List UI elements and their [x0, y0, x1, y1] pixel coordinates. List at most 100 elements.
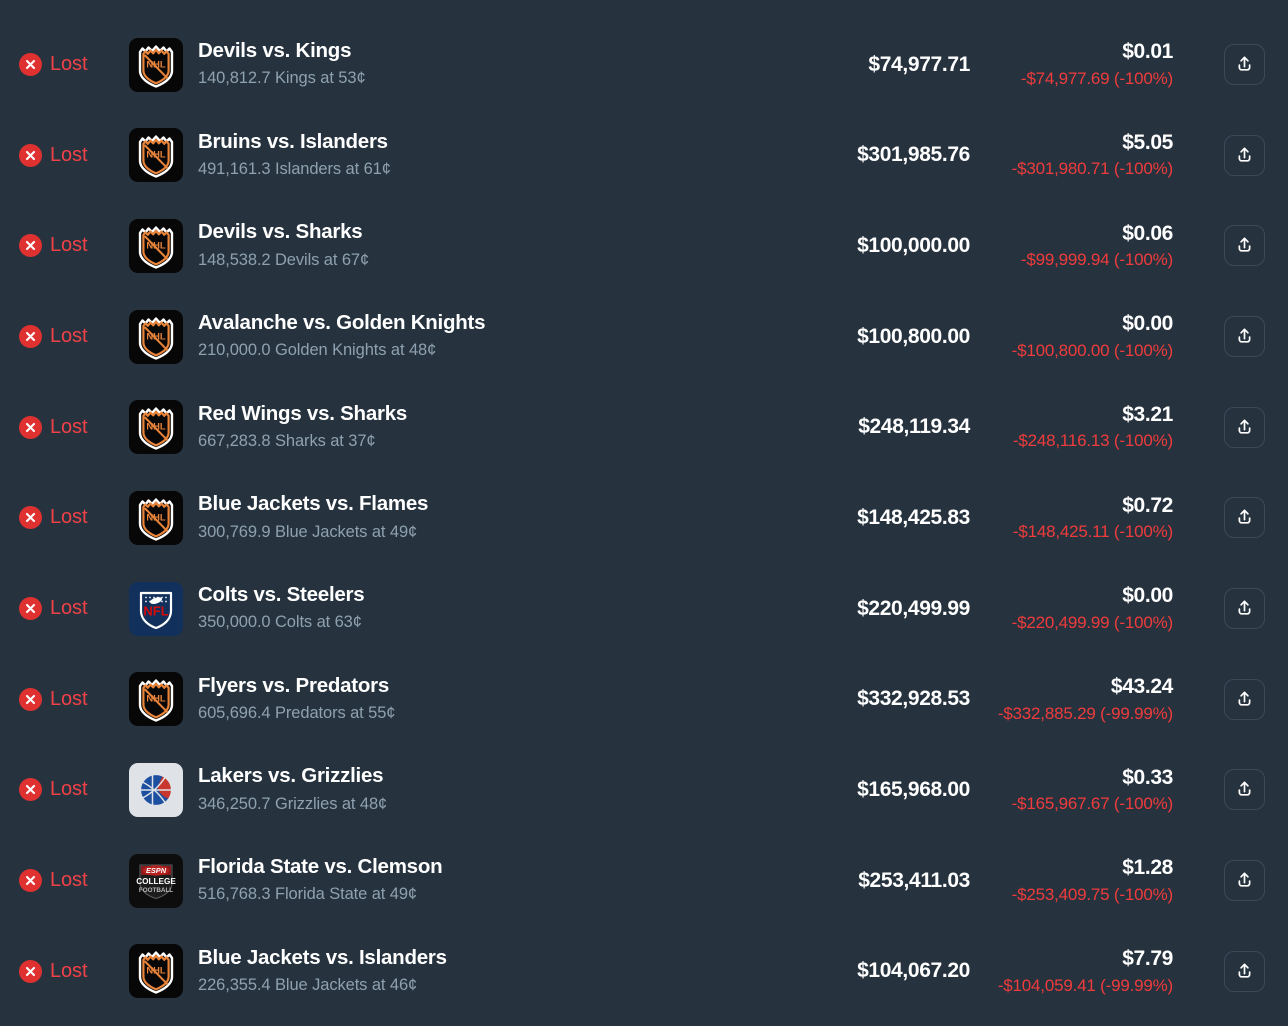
share-button[interactable] — [1223, 860, 1265, 902]
share-button[interactable] — [1223, 678, 1265, 720]
share-button[interactable] — [1223, 225, 1265, 267]
league-logo-nhl-icon: NHL — [129, 37, 183, 92]
market-title: Blue Jackets vs. Flames — [198, 492, 429, 516]
market-info[interactable]: Blue Jackets vs. Flames 300,769.9 Blue Ja… — [183, 491, 770, 544]
share-cell — [1200, 950, 1288, 992]
market-info[interactable]: Devils vs. Sharks 148,538.2 Devils at 67¢ — [183, 219, 770, 272]
league-logo-nhl-icon: NHL — [129, 218, 183, 273]
cost-amount: $100,800.00 — [857, 324, 970, 348]
market-title: Blue Jackets vs. Islanders — [198, 945, 447, 969]
share-button[interactable] — [1223, 497, 1265, 539]
svg-text:FOOTBALL: FOOTBALL — [139, 887, 173, 894]
market-title: Lakers vs. Grizzlies — [198, 764, 384, 788]
market-info[interactable]: Colts vs. Steelers 350,000.0 Colts at 63¢ — [183, 582, 770, 635]
share-cell — [1200, 769, 1288, 811]
share-cell — [1200, 497, 1288, 539]
svg-text:NHL: NHL — [146, 421, 166, 432]
close-circle-icon — [19, 597, 42, 621]
league-logo-nhl-icon: NHL — [129, 400, 183, 455]
market-info[interactable]: Devils vs. Kings 140,812.7 Kings at 53¢ — [183, 38, 770, 91]
share-cell — [1200, 588, 1288, 630]
position-row[interactable]: Lost NHL Blue Jackets vs. Flames 300,769.9 … — [0, 473, 1288, 564]
current-value: $0.72 — [1122, 493, 1173, 517]
value-cell: $7.79 -$104,059.41 (-99.99%) — [970, 946, 1200, 997]
position-row[interactable]: Lost NHL Red Wings vs. Sharks 667,283.8 Sha… — [0, 382, 1288, 473]
share-button[interactable] — [1223, 316, 1265, 358]
position-row[interactable]: Lost NHL Bruins vs. Islanders 491,161.3 Isl… — [0, 110, 1288, 201]
pnl-amount: -$332,885.29 (-99.99%) — [997, 703, 1173, 723]
share-button[interactable] — [1223, 950, 1265, 992]
position-row[interactable]: Lost NFL Colts vs. Steelers 350,000.0 Colts… — [0, 563, 1288, 654]
market-info[interactable]: Avalanche vs. Golden Knights 210,000.0 Go… — [183, 310, 770, 363]
current-value: $3.21 — [1122, 402, 1173, 426]
value-cell: $0.00 -$220,499.99 (-100%) — [970, 583, 1200, 634]
status-label: Lost — [50, 597, 88, 620]
close-circle-icon — [19, 869, 42, 893]
svg-text:NHL: NHL — [146, 511, 166, 522]
league-logo-nhl-icon: NHL — [129, 672, 183, 727]
share-cell — [1200, 860, 1288, 902]
market-info[interactable]: Lakers vs. Grizzlies 346,250.7 Grizzlies … — [183, 763, 770, 816]
position-row[interactable]: Lost ESPN COLLEGE FOOTBALL Florida State vs.… — [0, 835, 1288, 926]
market-title: Colts vs. Steelers — [198, 583, 365, 606]
position-detail: 491,161.3 Islanders at 61¢ — [198, 159, 391, 178]
pnl-amount: -$248,116.13 (-100%) — [1012, 431, 1173, 451]
status-badge: Lost — [0, 778, 129, 802]
status-label: Lost — [50, 506, 88, 529]
close-circle-icon — [19, 53, 42, 76]
close-circle-icon — [19, 143, 42, 167]
cost-amount: $248,119.34 — [858, 415, 970, 439]
position-row[interactable]: Lost NHL Devils vs. Kings 140,812.7 Kings a… — [0, 19, 1288, 110]
share-cell — [1200, 406, 1288, 448]
svg-text:ESPN: ESPN — [146, 865, 167, 874]
svg-text:NFL: NFL — [143, 603, 168, 618]
share-button[interactable] — [1223, 134, 1265, 176]
close-circle-icon — [19, 415, 42, 439]
position-row[interactable]: Lost NHL Avalanche vs. Golden Knights 210,0… — [0, 291, 1288, 382]
league-logo-nhl-icon: NHL — [129, 309, 183, 364]
value-cell: $5.05 -$301,980.71 (-100%) — [970, 130, 1200, 181]
value-cell: $43.24 -$332,885.29 (-99.99%) — [970, 674, 1200, 725]
status-badge: Lost — [0, 597, 129, 621]
close-circle-icon — [19, 959, 42, 983]
status-badge: Lost — [0, 506, 129, 530]
status-badge: Lost — [0, 959, 129, 983]
market-info[interactable]: Blue Jackets vs. Islanders 226,355.4 Blue… — [183, 945, 770, 998]
market-info[interactable]: Florida State vs. Clemson 516,768.3 Flori… — [183, 854, 770, 907]
market-info[interactable]: Bruins vs. Islanders 491,161.3 Islanders … — [183, 129, 770, 182]
position-row[interactable]: Lost NHL Blue Jackets vs. Islanders 226,355… — [0, 926, 1288, 1017]
market-info[interactable]: Red Wings vs. Sharks 667,283.8 Sharks at … — [183, 401, 770, 454]
value-cell: $1.28 -$253,409.75 (-100%) — [970, 855, 1200, 906]
pnl-amount: -$74,977.69 (-100%) — [1020, 68, 1173, 88]
status-badge: Lost — [0, 53, 129, 76]
share-cell — [1200, 225, 1288, 267]
close-circle-icon — [19, 325, 42, 349]
current-value: $0.00 — [1122, 584, 1173, 608]
position-detail: 210,000.0 Golden Knights at 48¢ — [198, 341, 437, 360]
position-row[interactable]: Lost Lakers vs. Grizzlies 346,250.7 Grizzl… — [0, 745, 1288, 836]
current-value: $7.79 — [1122, 946, 1173, 970]
position-row[interactable]: Lost NHL Devils vs. Sharks 148,538.2 Devils… — [0, 201, 1288, 292]
position-row[interactable]: Lost NHL Flyers vs. Predators 605,696.4 Pre… — [0, 654, 1288, 745]
value-cell: $3.21 -$248,116.13 (-100%) — [970, 402, 1200, 453]
share-button[interactable] — [1223, 769, 1265, 811]
share-button[interactable] — [1223, 588, 1265, 630]
league-logo-nba-icon — [129, 762, 183, 817]
pnl-amount: -$148,425.11 (-100%) — [1012, 522, 1173, 542]
current-value: $5.05 — [1122, 130, 1173, 154]
share-button[interactable] — [1223, 44, 1265, 85]
pnl-amount: -$165,967.67 (-100%) — [1011, 794, 1174, 814]
current-value: $1.28 — [1122, 856, 1173, 880]
market-info[interactable]: Flyers vs. Predators 605,696.4 Predators … — [183, 673, 770, 726]
share-cell — [1200, 44, 1288, 85]
svg-text:NHL: NHL — [146, 330, 166, 341]
svg-text:NHL: NHL — [146, 239, 166, 250]
close-circle-icon — [19, 506, 42, 530]
pnl-amount: -$220,499.99 (-100%) — [1011, 612, 1174, 632]
share-button[interactable] — [1223, 406, 1265, 448]
status-badge: Lost — [0, 415, 129, 439]
position-detail: 667,283.8 Sharks at 37¢ — [198, 431, 376, 450]
status-label: Lost — [50, 234, 88, 257]
current-value: $43.24 — [1110, 674, 1173, 698]
market-title: Devils vs. Sharks — [198, 220, 363, 244]
